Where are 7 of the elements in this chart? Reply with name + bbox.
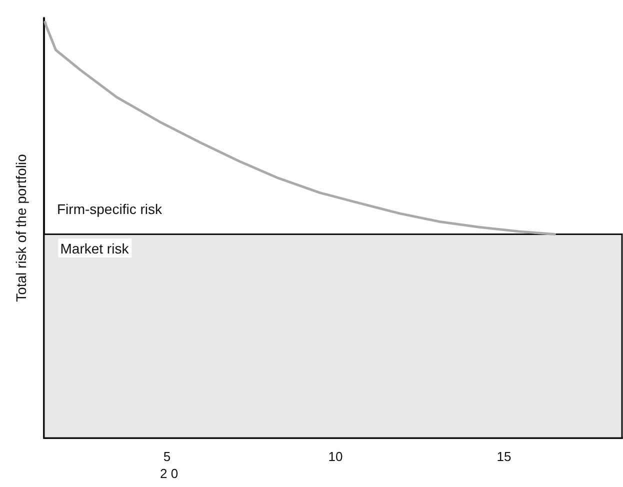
annotation: Firm-specific risk <box>57 201 163 217</box>
y-axis-title: Total risk of the portfolio <box>13 154 29 302</box>
band-label: Market risk <box>60 240 130 256</box>
x-tick-label: 15 <box>496 449 512 464</box>
x-tick-label: 5 <box>163 449 171 464</box>
x-tick-label: 10 <box>328 449 343 464</box>
text: 2 0 <box>160 466 178 481</box>
